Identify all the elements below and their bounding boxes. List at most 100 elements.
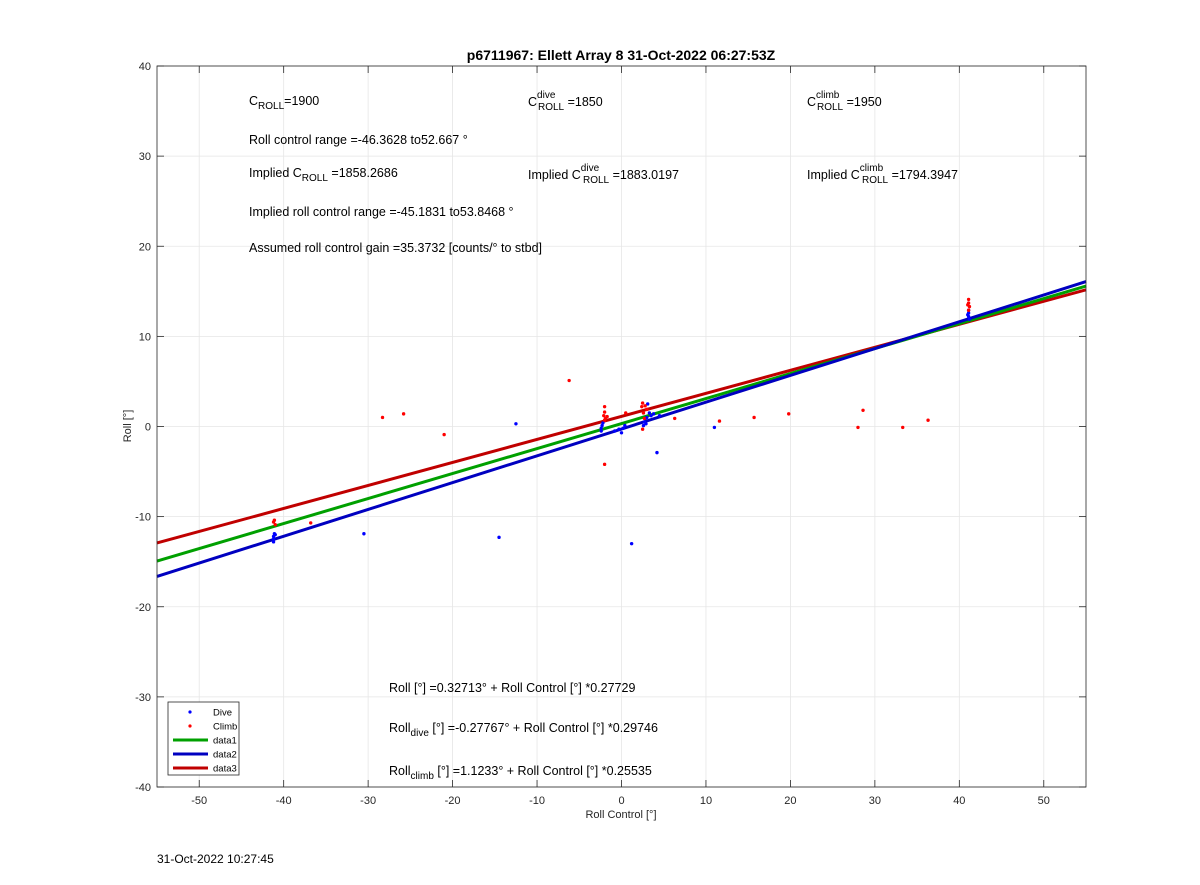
annotation-assumed-gain: Assumed roll control gain =35.3732 [coun… xyxy=(249,241,542,255)
annotation-c-roll-dive: Cdive ROLL =1850 xyxy=(528,90,603,113)
dive-point xyxy=(271,540,276,544)
legend-marker-climb xyxy=(188,724,192,728)
y-axis-label: Roll [°] xyxy=(122,410,134,443)
climb-point xyxy=(645,407,649,412)
climb-point xyxy=(567,378,571,383)
climb-point xyxy=(673,416,677,421)
fit-lines xyxy=(156,280,1087,578)
climb-point xyxy=(926,418,930,422)
legend-label: Climb xyxy=(213,722,237,733)
dive-point xyxy=(599,426,603,431)
legend-marker-dive xyxy=(188,710,192,714)
climb-point xyxy=(640,401,645,405)
climb-point xyxy=(966,297,971,302)
annotation-fit-dive: Rolldive [°] =-0.27767° + Roll Control [… xyxy=(389,721,658,739)
climb-point xyxy=(640,404,644,409)
annotation-fit-climb: Rollclimb [°] =1.1233° + Roll Control [°… xyxy=(389,764,652,782)
annotation-c-roll-climb: Cclimb ROLL =1950 xyxy=(807,90,882,113)
legend-label: data2 xyxy=(213,750,237,761)
x-tick-label: -50 xyxy=(191,795,207,807)
climb-point xyxy=(602,404,607,409)
y-tick-label: 10 xyxy=(139,331,151,343)
legend-label: data1 xyxy=(213,736,237,747)
climb-point xyxy=(602,410,607,414)
dive-point xyxy=(712,425,717,430)
climb-point xyxy=(401,412,406,416)
x-axis-label: Roll Control [°] xyxy=(585,809,656,821)
climb-point xyxy=(624,411,628,415)
annotation-roll-control-range: Roll control range =-46.3628 to52.667 ° xyxy=(249,133,468,147)
x-tick-label: -10 xyxy=(529,795,545,807)
dive-point xyxy=(966,313,970,317)
climb-point xyxy=(861,408,865,412)
y-tick-label: 0 xyxy=(145,422,151,434)
climb-point xyxy=(901,425,905,430)
dive-point xyxy=(645,402,650,406)
climb-point xyxy=(273,523,277,527)
climb-point xyxy=(309,521,313,525)
climb-point xyxy=(272,518,277,522)
dive-point xyxy=(613,429,617,433)
timestamp: 31-Oct-2022 10:27:45 xyxy=(157,852,274,866)
dive-point xyxy=(644,422,648,426)
climb-point xyxy=(605,414,609,419)
legend-label: data3 xyxy=(213,764,237,775)
dive-point xyxy=(649,413,653,418)
annotation-c-roll: CROLL=1900 xyxy=(249,94,319,112)
legend: Dive Climb data1 data2 data3 xyxy=(167,701,240,776)
x-tick-label: 10 xyxy=(700,795,712,807)
dive-point xyxy=(497,535,501,540)
dive-point xyxy=(362,532,366,536)
climb-point xyxy=(856,425,860,430)
dive-point xyxy=(621,426,625,431)
fit-line-data2 xyxy=(156,280,1087,578)
x-tick-label: -40 xyxy=(276,795,292,807)
dive-point xyxy=(655,450,659,455)
climb-point xyxy=(642,416,647,421)
dive-point xyxy=(600,423,604,428)
climb-point xyxy=(641,411,646,415)
x-tick-label: 0 xyxy=(618,795,624,807)
y-tick-label: 20 xyxy=(139,241,151,253)
legend-label: Dive xyxy=(213,708,232,719)
climb-point xyxy=(752,415,756,420)
climb-point xyxy=(966,308,971,312)
ticks: -50 -40 -30 -20 -10 0 10 20 30 40 50 -40 -30 -20 -10 0 1… xyxy=(135,61,1086,807)
dive-point xyxy=(657,413,662,418)
chart-title: p6711967: Ellett Array 8 31-Oct-2022 06:… xyxy=(467,47,776,63)
dive-point xyxy=(651,412,656,416)
dive-point xyxy=(967,317,972,321)
climb-point xyxy=(602,462,607,467)
climb-point xyxy=(643,404,647,408)
climb-point xyxy=(602,413,606,418)
annotation-implied-c-roll-dive: Implied Cdive ROLL =1883.0197 xyxy=(528,163,679,186)
data-points xyxy=(271,297,972,546)
y-tick-label: -40 xyxy=(135,782,151,794)
y-tick-label: -30 xyxy=(135,692,151,704)
annotation-implied-c-roll-climb: Implied Cclimb ROLL =1794.3947 xyxy=(807,163,958,186)
annotation-implied-roll-range: Implied roll control range =-45.1831 to5… xyxy=(249,205,514,219)
x-tick-label: -30 xyxy=(360,795,376,807)
climb-point xyxy=(640,427,645,431)
dive-point xyxy=(273,532,277,537)
dive-point xyxy=(629,541,634,546)
climb-point xyxy=(380,415,385,420)
climb-point xyxy=(717,419,722,423)
axes-box xyxy=(156,65,1087,788)
climb-point xyxy=(442,432,446,437)
climb-point xyxy=(602,418,607,422)
dive-point xyxy=(641,423,646,428)
annotation-fit-all: Roll [°] =0.32713° + Roll Control [°] *0… xyxy=(389,681,635,695)
dive-point xyxy=(514,422,518,426)
dive-point xyxy=(647,411,652,415)
dive-point xyxy=(617,427,621,431)
y-tick-label: 40 xyxy=(139,61,151,73)
dive-point xyxy=(619,431,624,435)
y-tick-label: 30 xyxy=(139,151,151,163)
dive-point xyxy=(623,423,627,428)
annotation-implied-c-roll: Implied CROLL =1858.2686 xyxy=(249,166,398,184)
climb-point xyxy=(966,303,970,307)
dive-point xyxy=(601,421,605,425)
dive-point xyxy=(599,429,603,433)
